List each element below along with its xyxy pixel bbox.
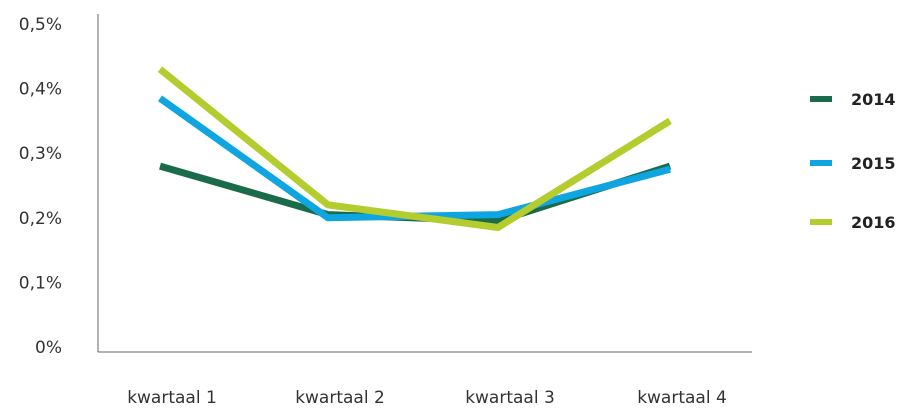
y-axis-ticks: 0% 0,1% 0,2% 0,3% 0,4% 0,5% [19,15,62,358]
x-tick-label: kwartaal 4 [637,388,727,408]
legend-swatch-2015 [810,160,832,166]
legend-label-2015: 2015 [851,154,896,173]
y-tick-label: 0,2% [19,209,62,229]
series-lines [157,66,672,231]
x-tick-label: kwartaal 3 [465,388,555,408]
x-axis-ticks: kwartaal 1 kwartaal 2 kwartaal 3 kwartaal 4 [127,388,727,408]
series-line-2016 [157,66,672,231]
legend-swatch-2014 [810,96,832,102]
y-tick-label: 0,1% [19,273,62,293]
x-tick-label: kwartaal 2 [295,388,385,408]
legend-swatch-2016 [810,219,832,225]
y-tick-label: 0,4% [19,80,62,100]
y-tick-label: 0% [35,338,62,358]
legend: 2014 2015 2016 [810,90,896,232]
legend-label-2016: 2016 [851,213,896,232]
legend-label-2014: 2014 [851,90,896,109]
x-tick-label: kwartaal 1 [127,388,217,408]
series-line-2015 [157,95,671,222]
y-tick-label: 0,3% [19,144,62,164]
y-tick-label: 0,5% [19,15,62,35]
